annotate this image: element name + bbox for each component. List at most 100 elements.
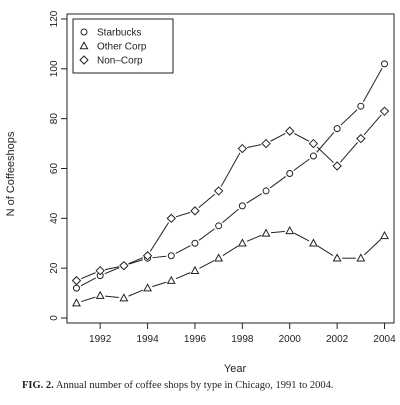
data-point: [167, 252, 175, 260]
legend-marker: [79, 55, 89, 65]
data-point: [237, 238, 247, 247]
series-line-segment: [340, 142, 358, 163]
data-series: [71, 60, 390, 307]
data-point: [286, 169, 294, 177]
x-tick-label: 1996: [184, 334, 207, 345]
data-point: [308, 238, 318, 247]
data-point: [166, 275, 176, 284]
series-line-segment: [269, 176, 287, 189]
y-tick-label: 100: [49, 60, 60, 77]
y-tick-label: 120: [49, 10, 60, 27]
data-point: [72, 298, 81, 307]
legend: Starbucks Other Corp Non–Corp: [72, 18, 174, 74]
series-line-segment: [222, 208, 239, 223]
data-point: [261, 228, 271, 237]
data-point: [119, 293, 129, 302]
data-point: [95, 290, 105, 299]
y-tick-label: 40: [49, 212, 60, 224]
data-point: [214, 253, 224, 262]
data-point: [262, 187, 270, 195]
series-line-segment: [364, 238, 382, 256]
data-point: [166, 213, 176, 224]
y-tick-label: 20: [49, 262, 60, 274]
series-line-segment: [149, 222, 170, 252]
data-point: [143, 283, 153, 292]
series-line-segment: [175, 245, 191, 254]
series-line-segment: [104, 266, 120, 271]
series-line-segment: [316, 146, 334, 163]
legend-entry: Starbucks: [97, 28, 141, 39]
y-axis-label: N of Coffeeshops: [5, 131, 17, 216]
x-tick-label: 2000: [279, 334, 302, 345]
series-line-segment: [246, 193, 263, 204]
series-line-segment: [293, 158, 310, 171]
series-line-segment: [220, 152, 241, 187]
data-point: [285, 225, 295, 235]
y-tick-label: 80: [49, 113, 60, 125]
data-point: [95, 265, 105, 276]
legend-marker: [80, 28, 88, 36]
series-line-segment: [105, 295, 119, 299]
series-line-segment: [128, 289, 144, 297]
data-point: [119, 260, 129, 271]
series-line-segment: [128, 257, 144, 265]
y-tick-label: 0: [49, 315, 60, 321]
legend-entry: Other Corp: [97, 42, 147, 53]
figure-caption-text: Annual number of coffee shops by type in…: [55, 380, 334, 391]
data-point: [191, 239, 199, 247]
data-point: [261, 138, 271, 149]
data-point: [71, 275, 82, 286]
y-axis: 0 20 40 60 80 100 120: [49, 10, 67, 321]
data-point: [333, 125, 341, 133]
x-tick-label: 1994: [136, 334, 159, 345]
series-line-segment: [270, 230, 285, 234]
series-line-segment: [80, 272, 96, 280]
series-line-segment: [222, 245, 239, 256]
data-point: [332, 253, 342, 262]
x-tick-label: 2002: [326, 334, 349, 345]
series-line-segment: [340, 109, 358, 126]
series-line-segment: [293, 232, 310, 242]
series-line-segment: [246, 234, 262, 242]
data-point: [381, 60, 389, 68]
y-tick-label: 60: [49, 163, 60, 175]
series-diamond: [71, 106, 390, 286]
series-line-segment: [363, 114, 382, 136]
series-line-segment: [270, 133, 286, 142]
x-axis: 1992 1994 1996 1998 2000 2002 2004: [89, 323, 396, 345]
data-point: [72, 284, 80, 292]
series-circle: [72, 60, 389, 292]
data-point: [356, 133, 366, 144]
legend-marker: [79, 41, 89, 50]
series-line-segment: [128, 259, 143, 265]
figure-caption: FIG. 2. Annual number of coffee shops by…: [22, 380, 392, 391]
data-point: [309, 152, 317, 160]
series-line-segment: [80, 277, 96, 287]
x-tick-label: 2004: [373, 334, 396, 345]
series-line-segment: [152, 255, 167, 259]
legend-entry: Non–Corp: [97, 56, 143, 67]
legend-box: [72, 18, 174, 74]
series-triangle: [72, 225, 389, 307]
data-point: [142, 251, 153, 261]
series-line-segment: [175, 272, 191, 280]
data-point: [356, 253, 366, 262]
data-point: [237, 143, 248, 154]
x-tick-label: 1992: [89, 334, 112, 345]
data-point: [213, 186, 224, 196]
data-point: [379, 106, 390, 116]
series-line-segment: [198, 193, 216, 209]
series-line-segment: [81, 296, 96, 303]
figure-caption-label: FIG. 2.: [22, 380, 54, 391]
series-line-segment: [247, 144, 262, 149]
series-line-segment: [152, 281, 167, 288]
series-line-segment: [175, 211, 191, 218]
x-tick-label: 1998: [231, 334, 254, 345]
series-line-segment: [199, 260, 215, 269]
series-line-segment: [104, 267, 120, 275]
data-point: [332, 161, 342, 171]
data-point: [380, 230, 389, 240]
data-point: [308, 138, 319, 149]
data-point: [285, 126, 295, 136]
x-axis-label: Year: [224, 363, 247, 375]
